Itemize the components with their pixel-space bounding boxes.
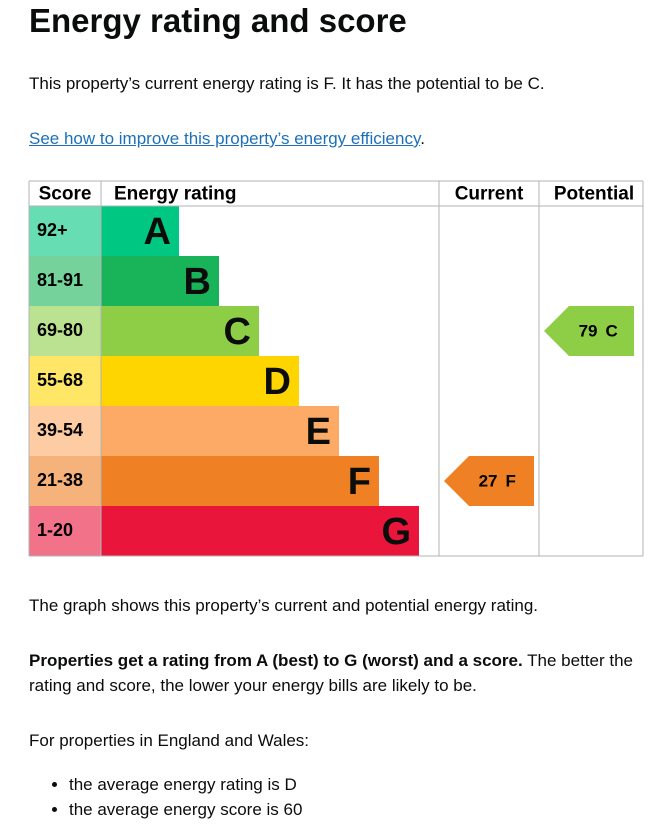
score-label: 55-68 [37,370,83,390]
rating-bar [101,206,179,256]
current-marker [444,456,534,506]
current-score: 27 [479,471,498,490]
column-header: Potential [554,184,634,205]
rating-letter: F [348,461,371,503]
rating-letter: C [224,311,251,353]
score-label: 21-38 [37,470,83,490]
column-header: Energy rating [114,184,236,205]
rating-rest: The better the rating and score, the low… [29,651,633,695]
intro: This property’s current energy rating is… [29,74,545,93]
region-note: For properties in England and Wales: [29,731,310,750]
rating-letter: A [144,211,171,253]
heading: Energy rating and score [29,2,407,39]
column-header: Current [455,184,524,205]
rating-letter: G [381,511,411,553]
score-cell [29,456,101,506]
score-label: 81-91 [37,270,83,290]
score-cell [29,506,101,556]
score-cell [29,256,101,306]
score-cell [29,206,101,256]
link-end: . [420,129,425,148]
bullet: the average energy score is 60 [69,797,302,822]
rating-text: Properties get a rating from A (best) to… [29,648,649,698]
column-header: Score [39,184,92,205]
link-line: See how to improve this property’s energ… [29,126,425,151]
score-label: 69-80 [37,320,83,340]
improve-link[interactable]: See how to improve this property’s energ… [29,129,421,148]
rating-letter: B [184,261,211,303]
rating-bar [101,356,299,406]
bullet-list: the average energy rating is D the avera… [29,772,302,822]
score-label: 39-54 [37,420,83,440]
rating-letter: E [306,411,331,453]
score-label: 92+ [37,220,68,240]
rating-bar [101,256,219,306]
score-cell [29,406,101,456]
rating-letter: D [264,361,291,403]
rating-bar [101,406,339,456]
rating-bar [101,306,259,356]
rating-bold: Properties get a rating from A (best) to… [29,651,523,670]
rating-chart: Score Energy rating Current Potential 92+ A 81… [28,180,644,557]
score-label: 1-20 [37,520,73,540]
rating-bar [101,456,379,506]
potential-marker [544,306,634,356]
potential-letter: C [606,321,618,340]
rating-bar [101,506,419,556]
graph-note: The graph shows this property’s current … [29,596,539,615]
bullet: the average energy rating is D [69,772,302,797]
score-cell [29,356,101,406]
current-letter: F [506,471,516,490]
score-cell [29,306,101,356]
potential-score: 79 [579,321,598,340]
